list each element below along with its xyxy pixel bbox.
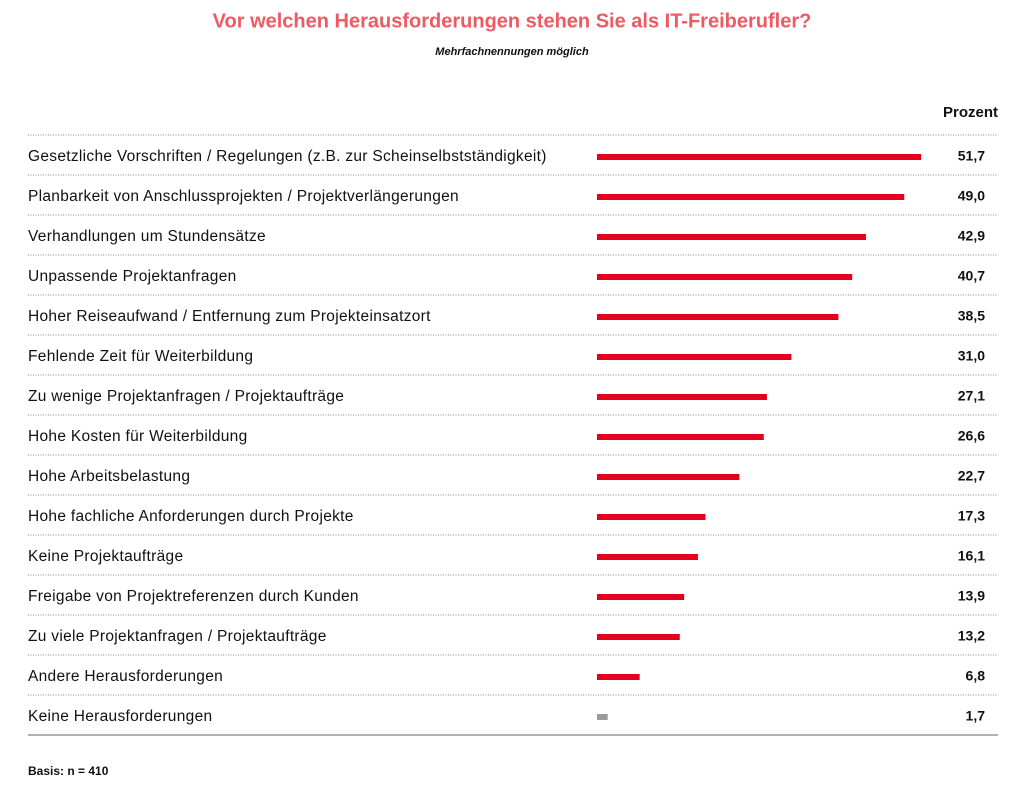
value-label: 6,8 <box>966 668 986 684</box>
value-label: 27,1 <box>958 388 985 404</box>
bar <box>597 554 698 560</box>
value-label: 42,9 <box>958 228 985 244</box>
bar <box>597 634 680 640</box>
bar <box>597 514 706 520</box>
value-label: 49,0 <box>958 188 985 204</box>
category-label: Freigabe von Projektreferenzen durch Kun… <box>28 588 359 605</box>
bar <box>597 594 685 600</box>
value-label: 31,0 <box>958 348 985 364</box>
bar <box>597 314 839 320</box>
value-label: 22,7 <box>958 468 985 484</box>
bar <box>597 434 764 440</box>
bar <box>597 714 608 720</box>
category-label: Planbarkeit von Anschlussprojekten / Pro… <box>28 188 459 205</box>
value-label: 13,9 <box>958 588 985 604</box>
category-label: Verhandlungen um Stundensätze <box>28 228 266 245</box>
bar <box>597 474 740 480</box>
value-label: 38,5 <box>958 308 985 324</box>
category-label: Hohe fachliche Anforderungen durch Proje… <box>28 508 354 525</box>
bar <box>597 394 767 400</box>
bar <box>597 674 640 680</box>
category-label: Unpassende Projektanfragen <box>28 268 237 285</box>
value-label: 51,7 <box>958 148 985 164</box>
category-label: Keine Herausforderungen <box>28 708 212 725</box>
category-label: Keine Projektaufträge <box>28 548 183 565</box>
category-label: Hohe Arbeitsbelastung <box>28 468 190 485</box>
category-label: Hohe Kosten für Weiterbildung <box>28 428 248 445</box>
category-label: Zu wenige Projektanfragen / Projektauftr… <box>28 388 344 405</box>
value-label: 17,3 <box>958 508 985 524</box>
value-label: 26,6 <box>958 428 985 444</box>
bar <box>597 194 905 200</box>
bar <box>597 234 866 240</box>
category-label: Fehlende Zeit für Weiterbildung <box>28 348 253 365</box>
value-header: Prozent <box>943 104 998 121</box>
chart-title: Vor welchen Herausforderungen stehen Sie… <box>213 10 812 32</box>
category-label: Andere Herausforderungen <box>28 668 223 685</box>
category-label: Hoher Reiseaufwand / Entfernung zum Proj… <box>28 308 431 325</box>
bar <box>597 354 792 360</box>
note: Basis: n = 410 <box>28 764 109 778</box>
value-label: 13,2 <box>958 628 985 644</box>
category-label: Zu viele Projektanfragen / Projektaufträ… <box>28 628 327 645</box>
value-label: 40,7 <box>958 268 985 284</box>
bar <box>597 274 853 280</box>
bar <box>597 154 922 160</box>
chart-subtitle: Mehrfachnennungen möglich <box>435 46 589 58</box>
category-label: Gesetzliche Vorschriften / Regelungen (z… <box>28 148 547 165</box>
value-label: 1,7 <box>966 708 986 724</box>
value-label: 16,1 <box>958 548 985 564</box>
